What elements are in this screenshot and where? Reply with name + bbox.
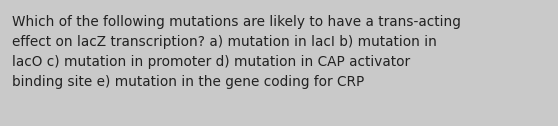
Text: Which of the following mutations are likely to have a trans-acting
effect on lac: Which of the following mutations are lik… (12, 15, 461, 89)
